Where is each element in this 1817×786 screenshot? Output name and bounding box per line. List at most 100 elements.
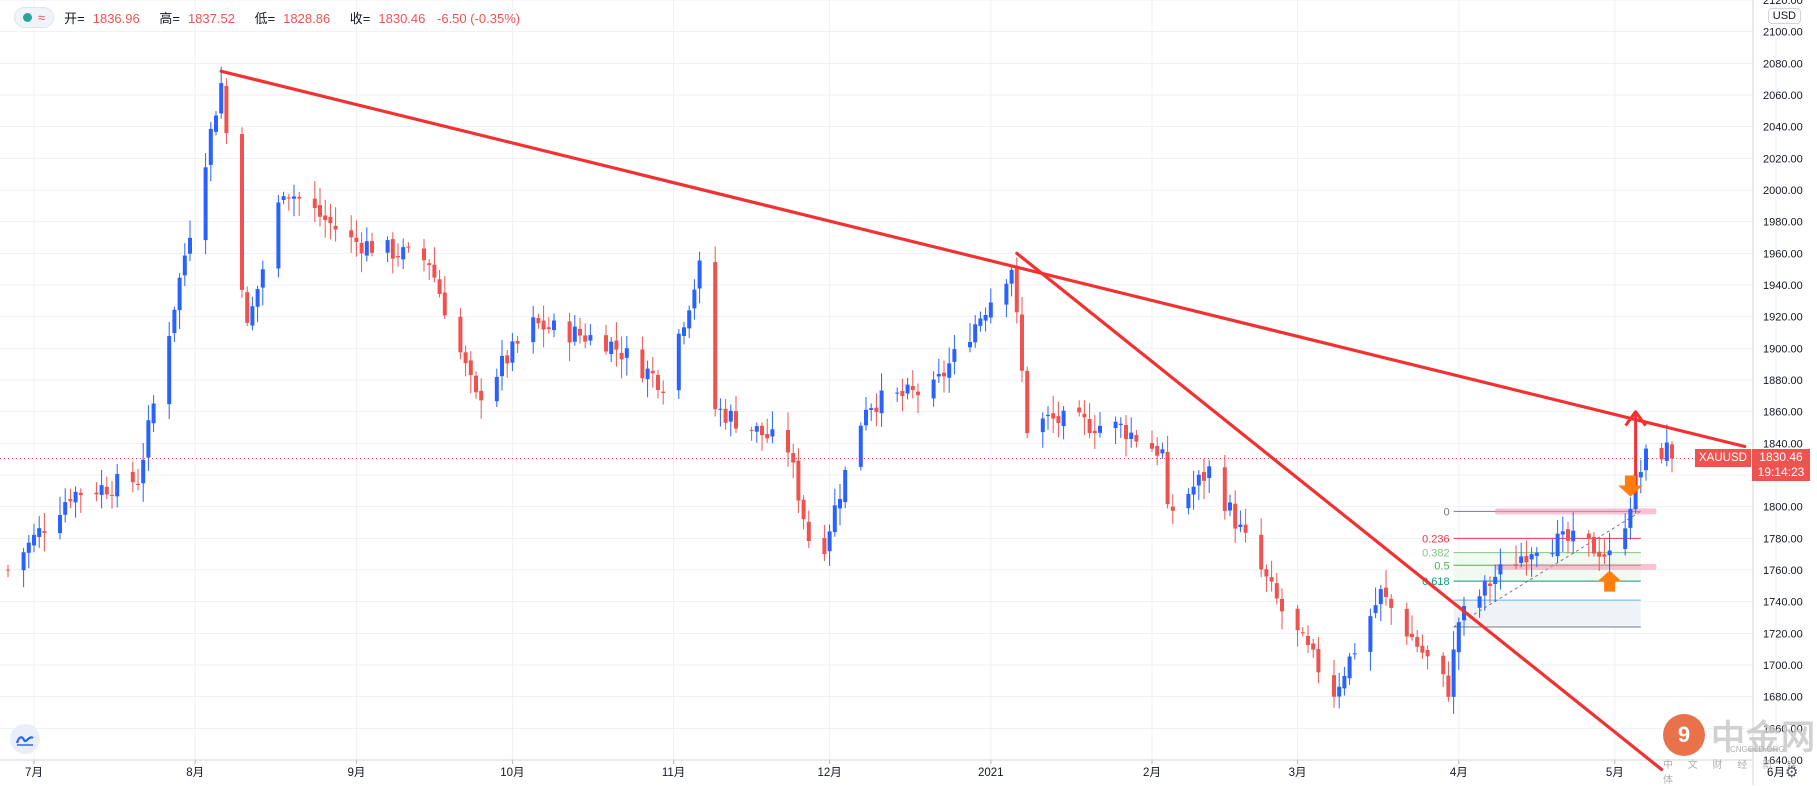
- candle: [1670, 441, 1674, 473]
- time-axis-label: 12月: [817, 767, 841, 779]
- currency-button[interactable]: USD: [1767, 8, 1801, 24]
- orange-marker-icon: [1618, 475, 1643, 497]
- candle: [869, 403, 874, 421]
- candle: [1592, 532, 1596, 557]
- candle-body: [1077, 407, 1082, 413]
- candle-body: [390, 239, 395, 259]
- candle: [645, 360, 650, 398]
- candle-body: [879, 390, 884, 414]
- candle-body: [567, 321, 572, 343]
- candle-body: [822, 537, 827, 555]
- price-axis-label: 2100.00: [1763, 27, 1803, 39]
- candle: [968, 323, 972, 353]
- candle: [115, 463, 120, 508]
- candles: [6, 66, 1674, 714]
- candle: [1571, 512, 1576, 554]
- candle-body: [968, 341, 972, 348]
- candle-body: [1264, 569, 1269, 577]
- fib-level-label: 0: [1443, 506, 1449, 518]
- candle: [952, 335, 957, 375]
- price-axis-label: 1720.00: [1763, 628, 1803, 640]
- candle-body: [1555, 533, 1560, 557]
- candle-body: [1404, 608, 1409, 637]
- last-price-value: 1830.46: [1759, 450, 1803, 464]
- candle-body: [1056, 416, 1061, 424]
- candle: [6, 564, 10, 578]
- candle: [401, 238, 406, 270]
- candle: [458, 308, 463, 360]
- candle: [479, 378, 484, 419]
- candle: [1332, 659, 1336, 708]
- candle: [1550, 539, 1555, 558]
- candle: [796, 448, 801, 514]
- candle-body: [1233, 503, 1238, 529]
- candle: [276, 194, 281, 278]
- candle: [942, 360, 946, 393]
- candle-body: [167, 335, 172, 405]
- candle-body: [115, 474, 120, 497]
- candle-body: [1384, 587, 1388, 598]
- candle-body: [858, 425, 863, 467]
- candle: [895, 387, 900, 402]
- candle: [697, 251, 702, 304]
- candle: [422, 239, 426, 272]
- candle-body: [224, 85, 229, 134]
- candle-body: [713, 262, 718, 410]
- candle: [255, 285, 260, 322]
- candle: [1524, 540, 1529, 576]
- candle: [1384, 570, 1388, 606]
- watermark-logo-icon: 9: [1663, 713, 1705, 756]
- candle: [843, 466, 848, 509]
- candle: [1566, 521, 1570, 554]
- price-axis-label: 1680.00: [1763, 692, 1803, 704]
- low-label: 低=: [254, 10, 276, 26]
- time-axis-label: 4月: [1450, 767, 1468, 779]
- price-axis-label: 2040.00: [1763, 122, 1803, 134]
- indicator-toggle[interactable]: ≈: [14, 6, 55, 28]
- candle: [442, 275, 447, 320]
- price-axis-label: 1660.00: [1763, 723, 1803, 735]
- candle-body: [172, 309, 177, 334]
- legend-bar: ≈ 开= 1836.96 高= 1837.52 低= 1828.86 收= 1830.4…: [14, 6, 536, 28]
- candle: [1155, 437, 1160, 466]
- candle-body: [1628, 508, 1633, 528]
- candle-body: [427, 263, 432, 266]
- candle-body: [1529, 554, 1534, 560]
- settings-gear-icon[interactable]: ⚙: [1785, 764, 1799, 781]
- candle-body: [661, 391, 666, 393]
- candle-body: [442, 292, 447, 316]
- candle-body: [245, 292, 250, 323]
- price-axis-label: 1900.00: [1763, 343, 1803, 355]
- candle-body: [1051, 413, 1056, 419]
- candle-body: [219, 83, 224, 114]
- support-resistance-band: [1495, 563, 1657, 570]
- candle-body: [536, 318, 541, 324]
- candle-body: [318, 205, 322, 217]
- candle: [1519, 542, 1524, 568]
- candle-body: [552, 320, 556, 331]
- trendline: [219, 69, 1747, 449]
- tradingview-logo-icon[interactable]: [10, 724, 40, 754]
- candle-body: [895, 392, 900, 394]
- candle: [68, 488, 73, 509]
- candle-body: [916, 391, 920, 396]
- candle: [1004, 279, 1009, 318]
- candle: [1477, 589, 1482, 618]
- candle-body: [1020, 314, 1024, 371]
- candle: [1186, 488, 1191, 515]
- status-dot-icon: [23, 12, 32, 22]
- candle: [1368, 608, 1373, 671]
- candle-body: [1566, 529, 1570, 541]
- candle: [203, 152, 208, 255]
- candle: [1124, 414, 1128, 457]
- candle: [167, 321, 172, 420]
- candle-body: [364, 241, 369, 256]
- candle: [1628, 497, 1633, 540]
- candle-body: [1243, 524, 1248, 533]
- candle-body: [354, 237, 359, 242]
- candle-body: [104, 486, 109, 495]
- candle: [474, 371, 478, 399]
- candle: [494, 368, 499, 407]
- support-resistance-band: [1495, 508, 1657, 515]
